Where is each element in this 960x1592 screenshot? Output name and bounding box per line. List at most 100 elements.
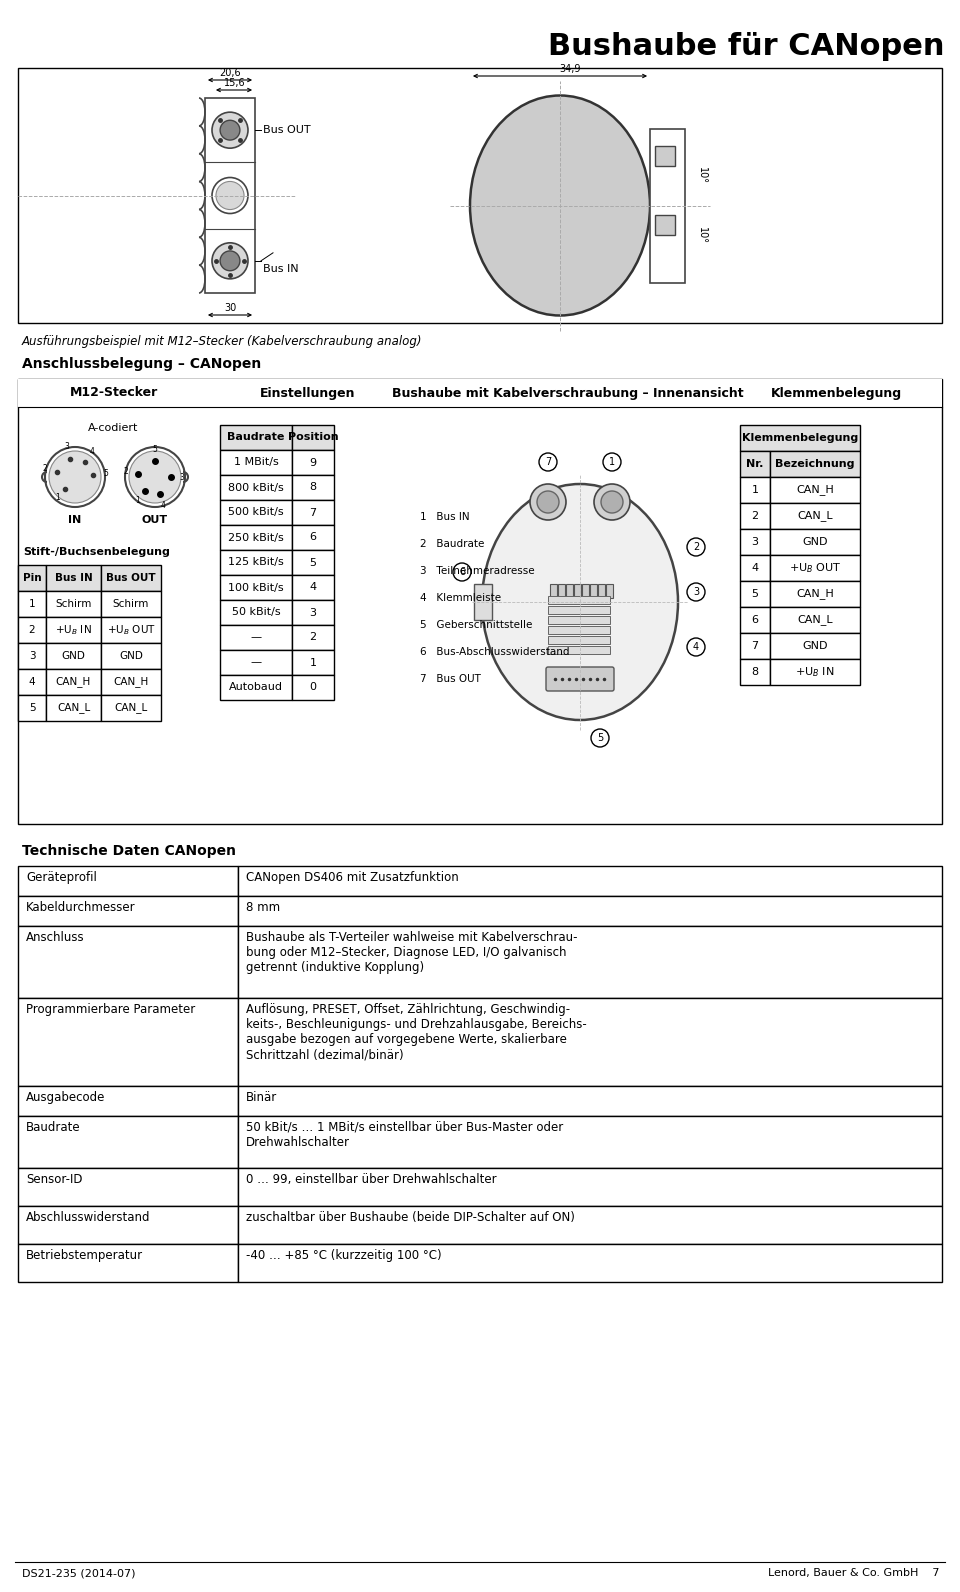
Text: Bus IN: Bus IN (55, 573, 92, 583)
Bar (46, 696, 101, 721)
Text: 3   Teilnehmeradresse: 3 Teilnehmeradresse (420, 567, 535, 576)
Circle shape (212, 111, 248, 148)
Text: Programmierbare Parameter: Programmierbare Parameter (26, 1003, 195, 1016)
Bar (18, 1169, 238, 1207)
Bar (740, 503, 770, 529)
Text: 5   Geberschnittstelle: 5 Geberschnittstelle (420, 619, 533, 630)
Bar (574, 584, 581, 599)
Text: GND: GND (803, 537, 828, 548)
Text: 2: 2 (309, 632, 317, 643)
Bar (770, 634, 860, 659)
Bar (292, 626, 334, 650)
Bar (740, 478, 770, 503)
Bar (770, 478, 860, 503)
Ellipse shape (482, 484, 678, 720)
Circle shape (220, 252, 240, 271)
Text: 5: 5 (597, 732, 603, 743)
Text: CAN_L: CAN_L (797, 511, 833, 522)
Text: Bushaube für CANopen: Bushaube für CANopen (548, 32, 945, 60)
Bar (18, 618, 46, 643)
Bar (220, 575, 292, 600)
Bar (238, 1243, 942, 1282)
Text: Bus OUT: Bus OUT (107, 573, 156, 583)
Bar (101, 696, 161, 721)
Bar (220, 451, 292, 474)
Text: 15,6: 15,6 (225, 78, 246, 88)
Bar (558, 584, 565, 599)
Bar (18, 379, 210, 408)
Text: CAN_L: CAN_L (797, 615, 833, 626)
Text: 3: 3 (64, 443, 69, 451)
Text: Sensor-ID: Sensor-ID (26, 1173, 83, 1186)
Circle shape (591, 729, 609, 747)
Circle shape (212, 177, 248, 213)
Circle shape (453, 564, 471, 581)
Bar (220, 549, 292, 575)
Circle shape (539, 454, 557, 471)
Text: GND: GND (803, 642, 828, 651)
Text: 5: 5 (309, 557, 317, 567)
Bar (548, 635, 610, 645)
Text: DS21-235 (2014-07): DS21-235 (2014-07) (22, 1568, 135, 1578)
Text: CAN_H: CAN_H (796, 484, 834, 495)
Text: 100 kBit/s: 100 kBit/s (228, 583, 284, 592)
Text: Ausführungsbeispiel mit M12–Stecker (Kabelverschraubung analog): Ausführungsbeispiel mit M12–Stecker (Kab… (22, 334, 422, 349)
Text: Binär: Binär (246, 1091, 277, 1103)
Text: CAN_H: CAN_H (796, 589, 834, 600)
Text: Abschlusswiderstand: Abschlusswiderstand (26, 1212, 151, 1224)
Text: Bus OUT: Bus OUT (263, 126, 311, 135)
Text: 0: 0 (309, 683, 317, 693)
Bar (18, 1243, 238, 1282)
Bar (740, 529, 770, 556)
Text: Schirm: Schirm (56, 599, 92, 610)
Bar (18, 1207, 238, 1243)
Text: 50 kBit/s: 50 kBit/s (231, 608, 280, 618)
Bar (405, 379, 730, 408)
Bar (101, 591, 161, 618)
Text: 5: 5 (103, 470, 108, 478)
Text: 9: 9 (309, 457, 317, 468)
Circle shape (687, 583, 705, 602)
Bar (740, 634, 770, 659)
Text: CAN_H: CAN_H (56, 677, 91, 688)
Text: 4: 4 (309, 583, 317, 592)
Bar (101, 669, 161, 696)
Text: Schirm: Schirm (113, 599, 149, 610)
Text: 1: 1 (135, 497, 140, 505)
Text: 8: 8 (752, 667, 758, 677)
Text: 20,6: 20,6 (219, 68, 241, 78)
Text: 3: 3 (693, 587, 699, 597)
Text: Kabeldurchmesser: Kabeldurchmesser (26, 901, 135, 914)
Bar (18, 379, 942, 825)
Bar (740, 581, 770, 607)
Text: Autobaud: Autobaud (229, 683, 283, 693)
Bar (740, 451, 770, 478)
Bar (220, 425, 292, 451)
Bar (598, 584, 605, 599)
Text: 4: 4 (693, 642, 699, 653)
Text: —: — (251, 632, 261, 643)
Ellipse shape (594, 484, 630, 521)
Text: Stift-/Buchsenbelegung: Stift-/Buchsenbelegung (23, 548, 170, 557)
Bar (292, 600, 334, 626)
Text: Bezeichnung: Bezeichnung (776, 458, 854, 470)
Bar (770, 556, 860, 581)
Text: Anschlussbelegung – CANopen: Anschlussbelegung – CANopen (22, 357, 261, 371)
Text: Klemmenbelegung: Klemmenbelegung (771, 387, 901, 400)
Text: GND: GND (61, 651, 85, 661)
Bar (238, 1169, 942, 1207)
Text: Betriebstemperatur: Betriebstemperatur (26, 1250, 143, 1262)
Text: A-codiert: A-codiert (87, 423, 138, 433)
Bar (18, 669, 46, 696)
Text: Einstellungen: Einstellungen (260, 387, 355, 400)
Bar (238, 866, 942, 896)
Bar (566, 584, 573, 599)
Text: +U$_{B}$ IN: +U$_{B}$ IN (796, 665, 834, 678)
Ellipse shape (530, 484, 566, 521)
Ellipse shape (537, 490, 559, 513)
Circle shape (220, 121, 240, 140)
Text: +U$_{B}$ OUT: +U$_{B}$ OUT (789, 560, 841, 575)
Text: 6: 6 (752, 615, 758, 626)
Text: 4: 4 (89, 447, 94, 455)
Bar (101, 643, 161, 669)
